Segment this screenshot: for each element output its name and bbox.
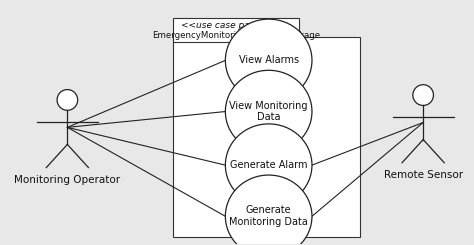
Ellipse shape	[225, 175, 312, 245]
Text: EmergencyMonitoringUseCasePackage: EmergencyMonitoringUseCasePackage	[152, 31, 320, 40]
Ellipse shape	[225, 124, 312, 206]
Text: Remote Sensor: Remote Sensor	[383, 170, 463, 180]
Text: <<use case package>>: <<use case package>>	[181, 21, 292, 30]
Ellipse shape	[225, 70, 312, 153]
Bar	[173, 37, 360, 237]
Text: Generate
Monitoring Data: Generate Monitoring Data	[229, 206, 308, 227]
Ellipse shape	[225, 19, 312, 102]
Ellipse shape	[57, 90, 78, 110]
Ellipse shape	[413, 85, 433, 105]
Text: View Monitoring
Data: View Monitoring Data	[229, 101, 308, 122]
Text: Monitoring Operator: Monitoring Operator	[14, 175, 120, 185]
Text: Generate Alarm: Generate Alarm	[230, 160, 308, 170]
Bar	[173, 18, 299, 42]
Text: View Alarms: View Alarms	[238, 55, 299, 65]
